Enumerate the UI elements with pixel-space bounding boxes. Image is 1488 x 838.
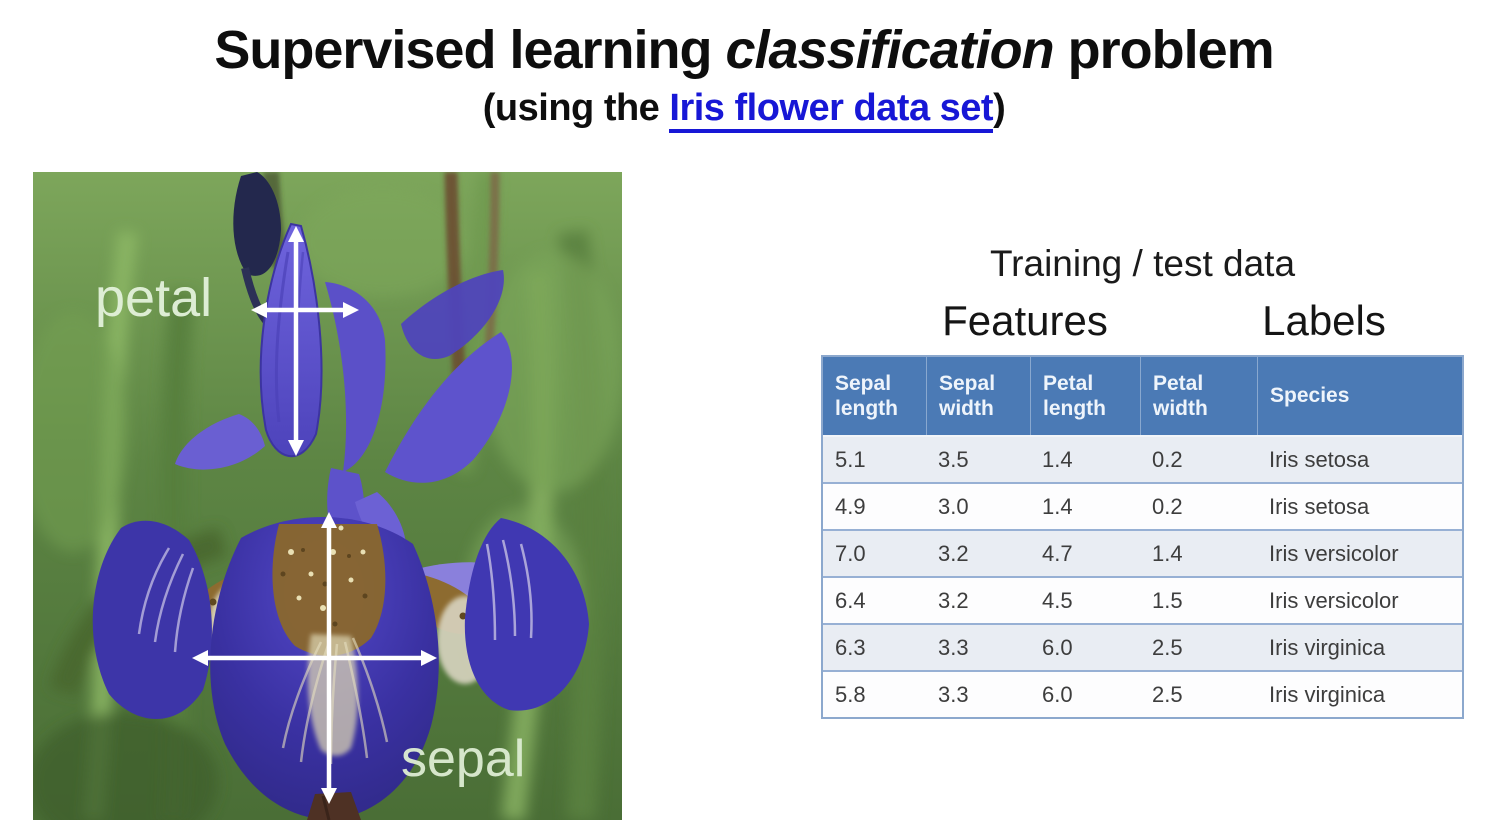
table-cell: 5.1 <box>823 435 926 482</box>
table-cell: 3.0 <box>926 482 1030 529</box>
table-cell: Iris versicolor <box>1257 529 1462 576</box>
col-header-species: Species <box>1257 357 1462 435</box>
table-cell: 6.4 <box>823 576 926 623</box>
table-cell: 3.5 <box>926 435 1030 482</box>
col-header-petal-width: Petal width <box>1140 357 1257 435</box>
table-cell: Iris virginica <box>1257 623 1462 670</box>
col-header-petal-length: Petal length <box>1030 357 1140 435</box>
table-row: 5.8 3.3 6.0 2.5 Iris virginica <box>823 670 1462 717</box>
table-row: 7.0 3.2 4.7 1.4 Iris versicolor <box>823 529 1462 576</box>
table-cell: 5.8 <box>823 670 926 717</box>
table-caption: Training / test data <box>989 243 1296 284</box>
petals <box>175 222 531 601</box>
title-emphasis: classification <box>725 20 1055 80</box>
petal-label: petal <box>95 268 212 328</box>
title-block: Supervised learning classification probl… <box>0 22 1488 133</box>
iris-dataset-link[interactable]: Iris flower data set <box>669 86 994 133</box>
labels-group-label: Labels <box>1262 297 1386 344</box>
table-cell: 3.2 <box>926 529 1030 576</box>
table-cell: 1.4 <box>1030 435 1140 482</box>
arrowheads <box>192 226 437 804</box>
flower-stem <box>307 792 361 820</box>
title-prefix: Supervised learning <box>214 20 726 80</box>
sepal-measure-arrows <box>204 524 425 792</box>
features-group-label: Features <box>942 297 1108 344</box>
table-cell: 3.3 <box>926 670 1030 717</box>
table-cell: 7.0 <box>823 529 926 576</box>
table-cell: 1.4 <box>1030 482 1140 529</box>
table-row: 6.3 3.3 6.0 2.5 Iris virginica <box>823 623 1462 670</box>
col-header-sepal-length: Sepal length <box>823 357 926 435</box>
table-cell: Iris virginica <box>1257 670 1462 717</box>
table-cell: Iris setosa <box>1257 435 1462 482</box>
table-cell: 4.5 <box>1030 576 1140 623</box>
table-cell: 0.2 <box>1140 482 1257 529</box>
page-subtitle: (using the Iris flower data set) <box>0 86 1488 133</box>
table-cell: 1.4 <box>1140 529 1257 576</box>
table-cell: 2.5 <box>1140 670 1257 717</box>
iris-photo: petal sepal <box>33 172 622 820</box>
table-row: 6.4 3.2 4.5 1.5 Iris versicolor <box>823 576 1462 623</box>
table-header: Sepal length Sepal width Petal length Pe… <box>823 357 1462 435</box>
table-cell: 6.0 <box>1030 670 1140 717</box>
table-cell: Iris setosa <box>1257 482 1462 529</box>
iris-data-table: Sepal length Sepal width Petal length Pe… <box>821 355 1464 719</box>
table-header-row: Sepal length Sepal width Petal length Pe… <box>823 357 1462 435</box>
iris-photo-svg: petal sepal <box>33 172 622 820</box>
table-cell: Iris versicolor <box>1257 576 1462 623</box>
sepal-label: sepal <box>401 730 525 788</box>
table-cell: 1.5 <box>1140 576 1257 623</box>
table-cell: 6.3 <box>823 623 926 670</box>
table-row: 4.9 3.0 1.4 0.2 Iris setosa <box>823 482 1462 529</box>
table-cell: 3.2 <box>926 576 1030 623</box>
page-title: Supervised learning classification probl… <box>0 22 1488 79</box>
iris-table-body: 5.1 3.5 1.4 0.2 Iris setosa 4.9 3.0 1.4 0.2 Iris … <box>823 435 1462 717</box>
sepals <box>92 516 589 820</box>
table-cell: 6.0 <box>1030 623 1140 670</box>
table-cell: 2.5 <box>1140 623 1257 670</box>
data-panel: Training / test data Features Labels Sep… <box>821 243 1464 783</box>
table-cell: 3.3 <box>926 623 1030 670</box>
table-row: 5.1 3.5 1.4 0.2 Iris setosa <box>823 435 1462 482</box>
subtitle-suffix: ) <box>993 86 1006 129</box>
col-header-sepal-width: Sepal width <box>926 357 1030 435</box>
title-suffix: problem <box>1053 20 1275 80</box>
table-cell: 0.2 <box>1140 435 1257 482</box>
subtitle-prefix: (using the <box>482 86 670 129</box>
table-cell: 4.7 <box>1030 529 1140 576</box>
table-cell: 4.9 <box>823 482 926 529</box>
petal-measure-arrows <box>263 238 347 444</box>
